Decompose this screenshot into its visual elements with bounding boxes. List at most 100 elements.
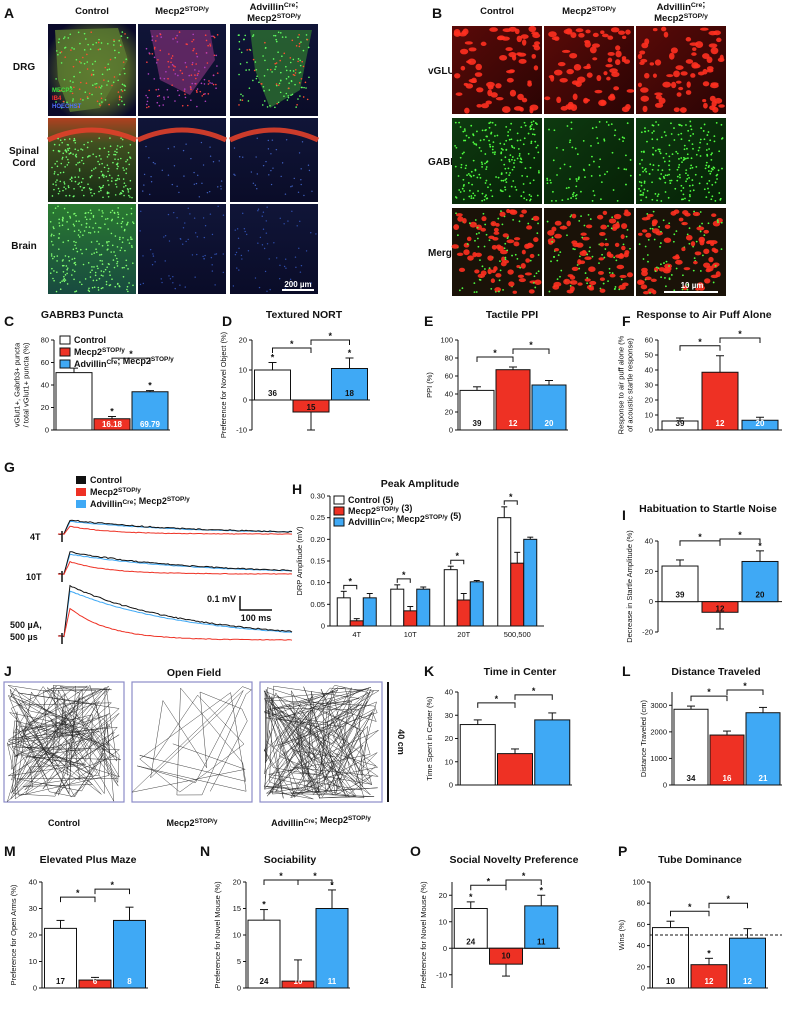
cell-dot xyxy=(275,38,277,41)
gabrb3-punctum xyxy=(500,190,503,192)
vglut1-punctum xyxy=(641,42,649,49)
gabrb3-punctum xyxy=(716,173,719,176)
vglut1-punctum xyxy=(654,92,663,96)
label-part: STOP/y xyxy=(684,13,708,20)
gabrb3-punctum xyxy=(472,133,474,136)
gabrb3-punctum xyxy=(686,147,688,150)
gabrb3-punctum xyxy=(606,170,609,173)
cell-dot xyxy=(208,190,211,193)
cell-dot xyxy=(92,227,94,229)
cell-dot xyxy=(195,182,198,185)
merge-red xyxy=(650,278,657,282)
cell-dot xyxy=(78,220,80,222)
cell-dot xyxy=(112,81,115,84)
cell-dot xyxy=(61,280,63,282)
cell-dot xyxy=(202,217,205,219)
n-label: 16 xyxy=(723,774,732,783)
y-tick-label: 1000 xyxy=(650,754,667,763)
cell-dot xyxy=(99,259,102,262)
cell-dot xyxy=(211,264,213,266)
legend-label: AdvillinCre; Mecp2STOP/y xyxy=(74,356,174,369)
gabrb3-punctum xyxy=(714,181,717,184)
merge-red xyxy=(493,227,499,233)
cell-dot xyxy=(131,246,133,249)
cell-dot xyxy=(209,155,212,157)
merge-green xyxy=(610,227,613,230)
vglut1-punctum xyxy=(508,69,515,73)
vglut1-punctum xyxy=(566,68,574,75)
micrograph-tile xyxy=(48,204,136,294)
gabrb3-punctum xyxy=(662,175,665,178)
vglut1-punctum xyxy=(626,89,635,93)
cell-dot xyxy=(88,226,91,228)
cell-dot xyxy=(106,84,108,86)
cell-dot xyxy=(153,48,156,50)
merge-red xyxy=(651,219,658,225)
gabrb3-punctum xyxy=(527,132,530,135)
cell-dot xyxy=(95,82,98,85)
merge-red xyxy=(554,220,562,226)
vglut1-punctum xyxy=(531,31,539,35)
cell-dot xyxy=(113,251,115,253)
merge-red xyxy=(703,262,711,268)
merge-green xyxy=(720,248,723,251)
gabrb3-punctum xyxy=(505,139,508,142)
label-part: Advillin xyxy=(250,2,285,13)
gabrb3-punctum xyxy=(665,134,667,137)
gabrb3-punctum xyxy=(673,127,675,129)
merge-red xyxy=(463,242,470,248)
cell-dot xyxy=(129,236,132,239)
cell-dot xyxy=(73,48,75,50)
cell-dot xyxy=(185,66,188,68)
y-tick-label: 0.20 xyxy=(310,535,325,544)
merge-red xyxy=(507,269,514,275)
merge-red xyxy=(598,257,605,261)
cell-dot xyxy=(152,255,155,257)
gabrb3-punctum xyxy=(491,121,494,124)
cell-dot xyxy=(80,224,83,226)
cell-dot xyxy=(173,146,175,148)
cell-dot xyxy=(191,82,194,85)
cell-dot xyxy=(194,232,197,234)
gabrb3-punctum xyxy=(680,157,683,159)
cell-dot xyxy=(89,232,92,234)
gabrb3-punctum xyxy=(556,174,558,176)
cell-dot xyxy=(92,216,95,218)
cell-dot xyxy=(108,68,111,70)
merge-green xyxy=(646,254,649,256)
gabrb3-punctum xyxy=(578,176,580,179)
cell-dot xyxy=(174,65,176,68)
cell-dot xyxy=(71,274,73,276)
merge-green xyxy=(693,257,696,259)
cell-dot xyxy=(100,270,103,272)
merge-green xyxy=(686,233,689,236)
cell-dot xyxy=(52,244,54,246)
gabrb3-punctum xyxy=(663,160,666,163)
cell-dot xyxy=(270,153,272,155)
cell-dot xyxy=(105,280,108,283)
cell-dot xyxy=(54,207,57,209)
cell-dot xyxy=(53,227,55,230)
panel-label-c: C xyxy=(4,313,14,329)
merge-green xyxy=(717,221,719,224)
cell-dot xyxy=(294,83,296,86)
vglut1-punctum xyxy=(474,72,483,77)
gabrb3-punctum xyxy=(705,196,708,199)
cell-dot xyxy=(274,106,276,109)
merge-green xyxy=(699,270,702,272)
cell-dot xyxy=(129,196,131,198)
cell-dot xyxy=(128,194,130,197)
cell-dot xyxy=(119,236,121,239)
vglut1-punctum xyxy=(586,63,591,69)
cell-dot xyxy=(58,144,61,146)
y-tick-label: 0 xyxy=(641,984,645,993)
cell-dot xyxy=(288,87,290,90)
cell-dot xyxy=(308,169,311,172)
gabrb3-punctum xyxy=(718,150,721,153)
gabrb3-punctum xyxy=(505,125,508,128)
gabrb3-punctum xyxy=(611,151,614,154)
cell-dot xyxy=(277,51,279,54)
cell-dot xyxy=(190,99,192,102)
cell-dot xyxy=(93,231,96,233)
merge-red xyxy=(462,217,467,224)
